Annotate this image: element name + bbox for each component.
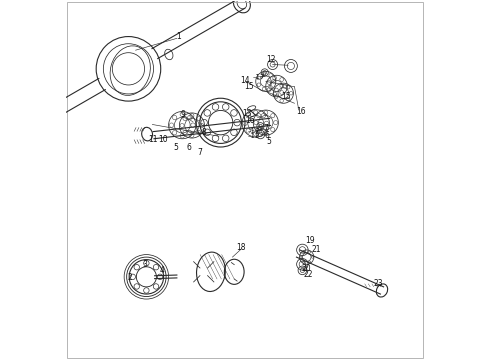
Text: 16: 16: [296, 107, 305, 116]
Text: 18: 18: [237, 243, 246, 252]
Text: 11: 11: [148, 135, 158, 144]
Text: 7: 7: [197, 148, 202, 157]
Text: 23: 23: [374, 279, 384, 288]
Text: 8: 8: [201, 128, 206, 137]
Text: 12: 12: [266, 55, 275, 64]
Text: 2: 2: [127, 273, 132, 282]
Text: –17: –17: [252, 75, 265, 80]
Text: 14: 14: [240, 76, 250, 85]
Text: 19: 19: [305, 237, 315, 246]
Text: 10: 10: [158, 135, 167, 144]
Text: 22: 22: [304, 270, 313, 279]
Text: 7: 7: [263, 123, 268, 132]
Text: 15: 15: [281, 92, 291, 101]
Text: 3: 3: [142, 260, 147, 269]
Text: 5: 5: [174, 143, 178, 152]
Text: 20: 20: [301, 265, 311, 274]
Text: 6: 6: [187, 143, 192, 152]
Text: 21: 21: [312, 245, 321, 254]
Text: –17: –17: [247, 128, 260, 134]
Text: –12: –12: [248, 133, 260, 139]
Text: 15: 15: [244, 82, 253, 91]
Text: 4: 4: [159, 266, 164, 275]
Text: 13: 13: [243, 109, 252, 118]
Text: 6: 6: [264, 131, 269, 140]
Text: 9: 9: [181, 110, 186, 119]
Text: 16: 16: [245, 116, 254, 125]
Text: 5: 5: [266, 138, 271, 147]
Text: 1: 1: [176, 32, 181, 41]
